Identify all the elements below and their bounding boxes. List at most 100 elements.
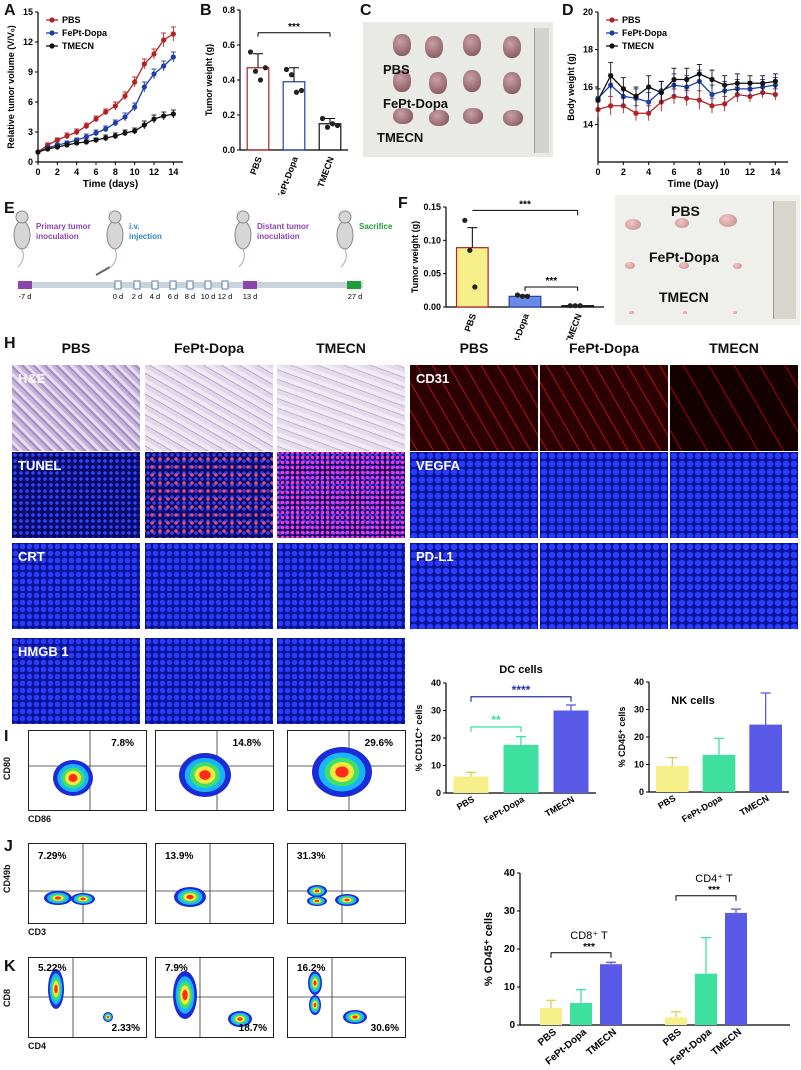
h-row-label: PD-L1 (416, 549, 454, 564)
bar (749, 724, 782, 792)
photo-g-label-tmecn: TMECN (659, 289, 709, 305)
data-point (252, 68, 259, 74)
bar (540, 1007, 562, 1025)
tumor-photo-blob (393, 108, 413, 124)
quadrant-value: 30.6% (371, 1023, 399, 1034)
data-point (747, 80, 753, 86)
x-tick-label: 12 (149, 167, 159, 177)
y-tick-label: 0.05 (423, 269, 441, 279)
timeline-tick (204, 280, 212, 290)
quadrant-value: 16.2% (297, 963, 325, 974)
y-tick-label: 10 (634, 760, 644, 770)
data-point (161, 113, 167, 119)
x-tick-label: TMECN (543, 794, 576, 819)
timeline-day-label: 8 d (185, 292, 195, 301)
quadrant-value: 31.3% (297, 851, 325, 862)
x-tick-label: TMECN (563, 312, 583, 340)
data-point (83, 134, 89, 140)
sig-bracket (470, 726, 522, 732)
x-tick-label: 4 (646, 167, 651, 177)
micrograph-tile: HMGB 1 (12, 638, 140, 724)
data-point (293, 89, 300, 95)
chart-a-tumor-volume: 0 3 6 9 12 15 0 2 4 6 8 10 12 14 Time (days) Relative t… (6, 7, 183, 190)
flow-x-label: CD4 (28, 1041, 47, 1051)
sig-bracket (470, 696, 572, 702)
y-tick-label: 0.0 (222, 145, 235, 155)
panel-label-d: D (562, 2, 574, 19)
y-tick-label: 3 (28, 127, 33, 137)
data-point (709, 76, 715, 83)
y-tick-label: 16 (583, 82, 593, 92)
x-tick-label: 2 (55, 167, 60, 177)
data-point (74, 129, 80, 135)
data-point (658, 90, 664, 96)
panel-label-e: E (4, 200, 15, 217)
y-tick-label: 0.10 (423, 235, 441, 245)
chart-nk-cells: 0 10 20 30 40 % CD45⁺ cells PBS FePt-Dopa TMECN N… (617, 677, 789, 824)
legend-label: TMECN (622, 41, 654, 51)
flow-frame (287, 957, 406, 1038)
bar (695, 973, 717, 1025)
data-point (524, 293, 531, 299)
bar (553, 710, 589, 793)
bar (600, 964, 622, 1025)
data-point (734, 80, 740, 86)
y-tick-label: 9 (28, 67, 33, 77)
x-tick-label: TMECN (738, 793, 771, 818)
x-tick-label: 8 (113, 167, 118, 177)
legend-marker (609, 43, 615, 49)
legend-marker (49, 30, 55, 36)
panel-label-f: F (398, 195, 408, 212)
data-point (772, 91, 778, 98)
data-point (620, 86, 626, 92)
data-point (132, 79, 138, 85)
data-point (760, 80, 766, 86)
data-point (514, 292, 521, 298)
density-layer (314, 889, 320, 893)
data-point (646, 99, 652, 105)
data-point (462, 217, 468, 223)
legend-marker (609, 17, 615, 23)
chart-b-tumor-weight: 0.0 0.2 0.4 0.6 0.8 Tumor weight (g) PBS FePt-D… (204, 5, 348, 195)
y-tick-label: 30 (634, 705, 644, 715)
y-tick-label: 0.8 (222, 5, 235, 15)
flow-plot-k: 5.22% 2.33% (28, 957, 147, 1038)
density-blob (103, 1012, 113, 1022)
x-tick-label: PBS (656, 793, 677, 811)
data-point (709, 103, 715, 109)
y-tick-label: 20 (634, 732, 644, 742)
mouse-head (15, 210, 29, 224)
mouse-tail (17, 248, 24, 268)
quadrant-value: 5.22% (38, 963, 66, 974)
density-blob (307, 885, 327, 897)
data-point (519, 293, 526, 299)
timeline-day-label: 13 d (243, 292, 258, 301)
data-point (151, 71, 157, 77)
x-tick-label: PBS (536, 1027, 559, 1049)
data-point (151, 116, 157, 122)
y-tick-label: 10 (504, 982, 516, 993)
panel-label-c: C (360, 2, 372, 19)
timeline-step-label: inoculation (36, 232, 79, 241)
h-row-label: TUNEL (18, 458, 62, 473)
data-point (83, 123, 89, 129)
photo-c-label-pbs: PBS (383, 62, 410, 77)
mouse-icon (336, 210, 354, 268)
tumor-photo-blob (429, 72, 447, 94)
micrograph-tile (540, 452, 668, 538)
density-layer (68, 774, 78, 782)
legend-label: TMECN (62, 41, 94, 51)
y-tick-label: 0 (436, 788, 441, 798)
micrograph-tile: VEGFA (410, 452, 538, 538)
flow-plot-i: 7.8% (28, 730, 147, 811)
sig-bracket (675, 895, 737, 901)
density-blob (71, 893, 95, 905)
density-layer (313, 980, 317, 986)
x-tick-label: TMECN (710, 1027, 744, 1058)
tumor-photo-blob (503, 110, 523, 126)
flow-y-label: CD80 (2, 756, 12, 780)
mouse-icon (13, 210, 31, 268)
flow-plot-j: 7.29% (28, 843, 147, 924)
data-point (64, 142, 70, 148)
